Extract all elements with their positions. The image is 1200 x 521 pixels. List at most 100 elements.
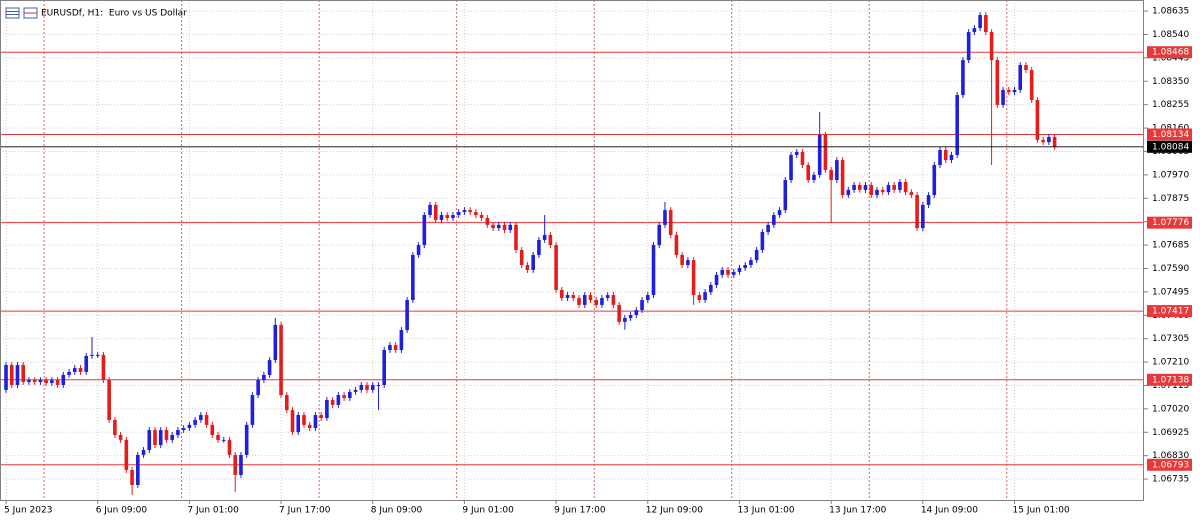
candle-body [193,419,197,425]
candle-body [153,430,157,446]
candle-body [611,295,616,305]
candle-body [496,224,501,229]
candle-body [204,415,209,425]
candle-body [393,345,398,350]
candle-body [376,384,381,386]
candle-body [645,295,650,300]
level-label: 1.08468 [1152,48,1189,58]
candle-body [961,60,965,96]
candle-body [743,265,747,268]
candle-body [199,415,203,420]
y-tick-label: 1.06925 [1152,428,1189,438]
candle-body [794,151,799,155]
candle-body [1041,139,1045,143]
symbol-icon [5,7,38,19]
candle-body [783,180,788,211]
candle-body [284,395,289,411]
candle-body [880,189,885,193]
candle-body [124,439,129,470]
candle-body [451,215,455,218]
candle-body [290,410,295,433]
candle-body [1047,136,1051,143]
candle-body [227,439,232,455]
candle-body [995,60,1000,105]
candle-body [668,210,673,235]
candle-body [772,215,776,225]
candle-body [835,160,839,181]
y-tick-label: 1.08255 [1152,100,1189,110]
candle-body [32,380,37,383]
marks-layer [0,12,1144,496]
candle-body [439,215,444,220]
candle-body [84,355,89,372]
candle-body [537,239,541,255]
candle-body [107,380,111,420]
candle-body [703,292,707,300]
candle-body [617,304,621,322]
candle-body [370,384,375,390]
level-label-box [1147,216,1192,229]
candle-body [456,212,461,216]
candle-body [984,15,988,33]
candle-body [95,354,100,356]
candle-body [777,210,782,216]
candle-body [262,374,266,381]
icon-frame [5,7,20,19]
candle-body [548,234,553,246]
chart-title: EURUSDf, H1: Euro vs US Dollar [41,9,187,19]
candle-body [766,224,770,233]
candle-body [875,189,879,196]
x-tick-label: 15 Jun 01:00 [1013,506,1070,516]
y-tick-label: 1.07875 [1152,194,1189,204]
candle-body [640,300,644,311]
candle-body [789,154,793,181]
candle-body [634,310,639,316]
candle-body [989,32,994,61]
candle-body [531,254,535,270]
candle-body [571,295,576,299]
candle-body [302,415,306,425]
candle-body [216,434,220,440]
candle-body [869,184,874,196]
candle-body [680,254,684,266]
level-label-box [1147,458,1192,471]
candle-body [760,232,765,250]
candle-body [78,367,83,372]
candle-body [582,295,587,305]
candle-body [399,330,404,350]
candle-body [1024,65,1028,70]
candle-body [892,184,896,190]
candle-body [164,430,169,440]
candle-body [926,195,931,205]
candle-body [938,150,942,166]
candle-body [594,300,599,305]
candle-body [812,174,816,181]
candle-body [863,184,868,190]
candle-body [365,384,369,390]
candle-body [542,234,547,240]
level-label: 1.07776 [1152,218,1189,228]
candle-body [903,182,908,193]
candle-body [525,265,530,270]
candle-body [605,295,610,299]
candle-body [416,245,421,255]
candle-body [411,254,415,300]
candle-body [554,245,558,290]
candle-body [479,215,484,218]
candle-body [898,182,902,190]
candle-body [949,154,954,161]
candle-body [714,274,719,285]
candle-body [519,250,524,266]
candle-body [474,212,478,216]
candle-body [233,454,238,475]
candle-body [1029,69,1034,100]
candle-body [445,215,450,218]
candle-body [90,354,94,356]
last-price-label: 1.08084 [1152,142,1189,152]
candle-body [1035,100,1040,140]
candle-body [1006,89,1011,93]
candle-body [800,151,805,166]
x-tick-label: 12 Jun 09:00 [646,506,703,516]
level-label: 1.07138 [1152,375,1189,385]
candle-body [720,269,725,275]
